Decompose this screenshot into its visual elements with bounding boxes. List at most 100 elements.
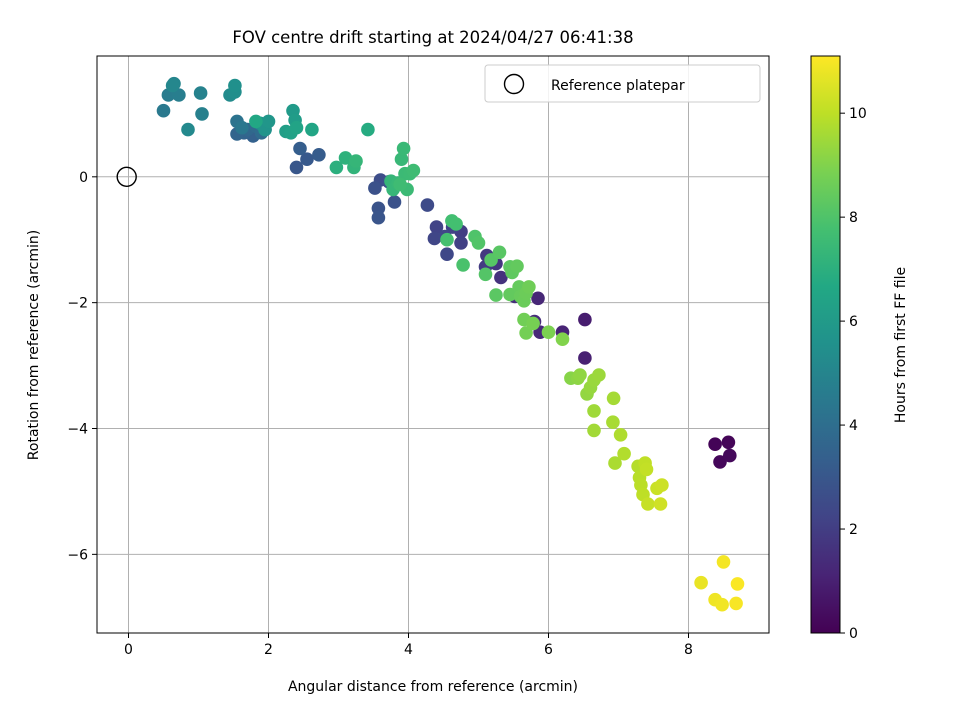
data-point — [420, 198, 435, 212]
data-point — [531, 291, 545, 306]
data-point — [406, 163, 421, 178]
data-point — [541, 325, 556, 340]
y-tick-label: −4 — [67, 422, 88, 438]
grid-lines — [97, 56, 769, 633]
data-point — [587, 423, 601, 438]
data-point — [494, 270, 508, 285]
data-point — [165, 78, 180, 93]
data-point — [289, 120, 304, 135]
data-point — [396, 141, 411, 156]
data-point — [721, 435, 736, 450]
legend-reference-label: Reference platepar — [551, 78, 685, 94]
data-point — [730, 577, 745, 591]
data-point — [613, 428, 628, 442]
chart-title: FOV centre drift starting at 2024/04/27 … — [232, 28, 633, 47]
colorbar-tick-label: 8 — [849, 210, 858, 226]
data-point — [181, 122, 195, 137]
data-point — [300, 152, 314, 166]
data-point — [368, 181, 382, 195]
colorbar-tick-label: 0 — [849, 626, 858, 642]
y-axis-ticks: 0 −2 −4 −6 — [67, 170, 97, 563]
legend: Reference platepar — [484, 64, 761, 103]
data-points — [156, 76, 745, 612]
data-point — [456, 258, 470, 272]
data-point — [361, 122, 375, 137]
data-point — [653, 497, 668, 511]
data-point — [526, 316, 540, 331]
legend-box — [484, 64, 761, 103]
y-tick-label: 0 — [79, 170, 88, 186]
colorbar-tick-label: 6 — [849, 314, 858, 330]
data-point — [454, 236, 468, 250]
colorbar-label: Hours from first FF file — [893, 267, 909, 423]
x-tick-label: 6 — [544, 642, 553, 658]
data-point — [510, 259, 524, 274]
y-axis-label: Rotation from reference (arcmin) — [26, 230, 42, 460]
data-point — [228, 78, 242, 93]
colorbar-tick-label: 4 — [849, 418, 858, 434]
colorbar-tick-label: 2 — [849, 522, 858, 538]
data-point — [387, 195, 402, 209]
data-point — [371, 210, 386, 225]
data-point — [729, 596, 743, 611]
data-point — [193, 86, 208, 100]
data-point — [555, 332, 570, 347]
y-tick-label: −6 — [67, 547, 88, 563]
x-tick-label: 8 — [684, 642, 693, 658]
colorbar-tick-label: 10 — [849, 106, 867, 122]
data-point — [305, 122, 319, 137]
data-point — [338, 151, 353, 165]
data-point — [329, 160, 344, 175]
data-point — [293, 141, 307, 156]
data-point — [522, 280, 536, 294]
data-point — [449, 217, 463, 231]
data-point — [573, 368, 587, 382]
data-point — [429, 220, 444, 234]
data-point — [587, 404, 601, 418]
data-point — [394, 152, 409, 166]
x-axis-ticks: 0 2 4 6 8 — [124, 633, 693, 658]
data-point — [235, 120, 249, 135]
x-tick-label: 4 — [404, 642, 413, 658]
data-point — [156, 103, 171, 118]
data-point — [349, 154, 363, 168]
data-point — [519, 326, 533, 340]
x-tick-label: 2 — [264, 642, 273, 658]
data-point — [715, 597, 729, 612]
data-point — [617, 446, 631, 461]
legend-reference-icon — [503, 73, 525, 95]
data-point — [578, 351, 592, 365]
data-point — [489, 288, 503, 302]
x-axis-label: Angular distance from reference (arcmin) — [288, 679, 578, 695]
data-point — [713, 455, 727, 469]
data-point — [393, 177, 407, 192]
data-point — [641, 497, 655, 511]
reference-platepar-marker — [116, 166, 137, 188]
data-point — [312, 148, 326, 162]
data-point — [492, 245, 507, 260]
data-point — [471, 236, 486, 250]
data-point — [723, 448, 737, 463]
data-point — [716, 555, 731, 569]
data-point — [639, 462, 654, 477]
data-point — [708, 437, 722, 452]
x-tick-label: 0 — [124, 642, 133, 658]
data-point — [655, 478, 669, 492]
data-point — [606, 415, 620, 430]
colorbar-ticks: 0 2 4 6 8 10 — [840, 106, 867, 642]
data-point — [503, 287, 517, 302]
data-point — [606, 391, 621, 406]
data-point — [694, 575, 708, 590]
data-point — [249, 114, 263, 129]
data-point — [371, 201, 386, 216]
y-tick-label: −2 — [67, 296, 88, 312]
data-point — [478, 267, 493, 282]
plot-frame — [96, 55, 770, 634]
data-point — [289, 160, 304, 175]
data-point — [427, 231, 442, 246]
data-point — [592, 368, 606, 382]
data-point — [440, 232, 454, 247]
data-point — [261, 114, 276, 129]
